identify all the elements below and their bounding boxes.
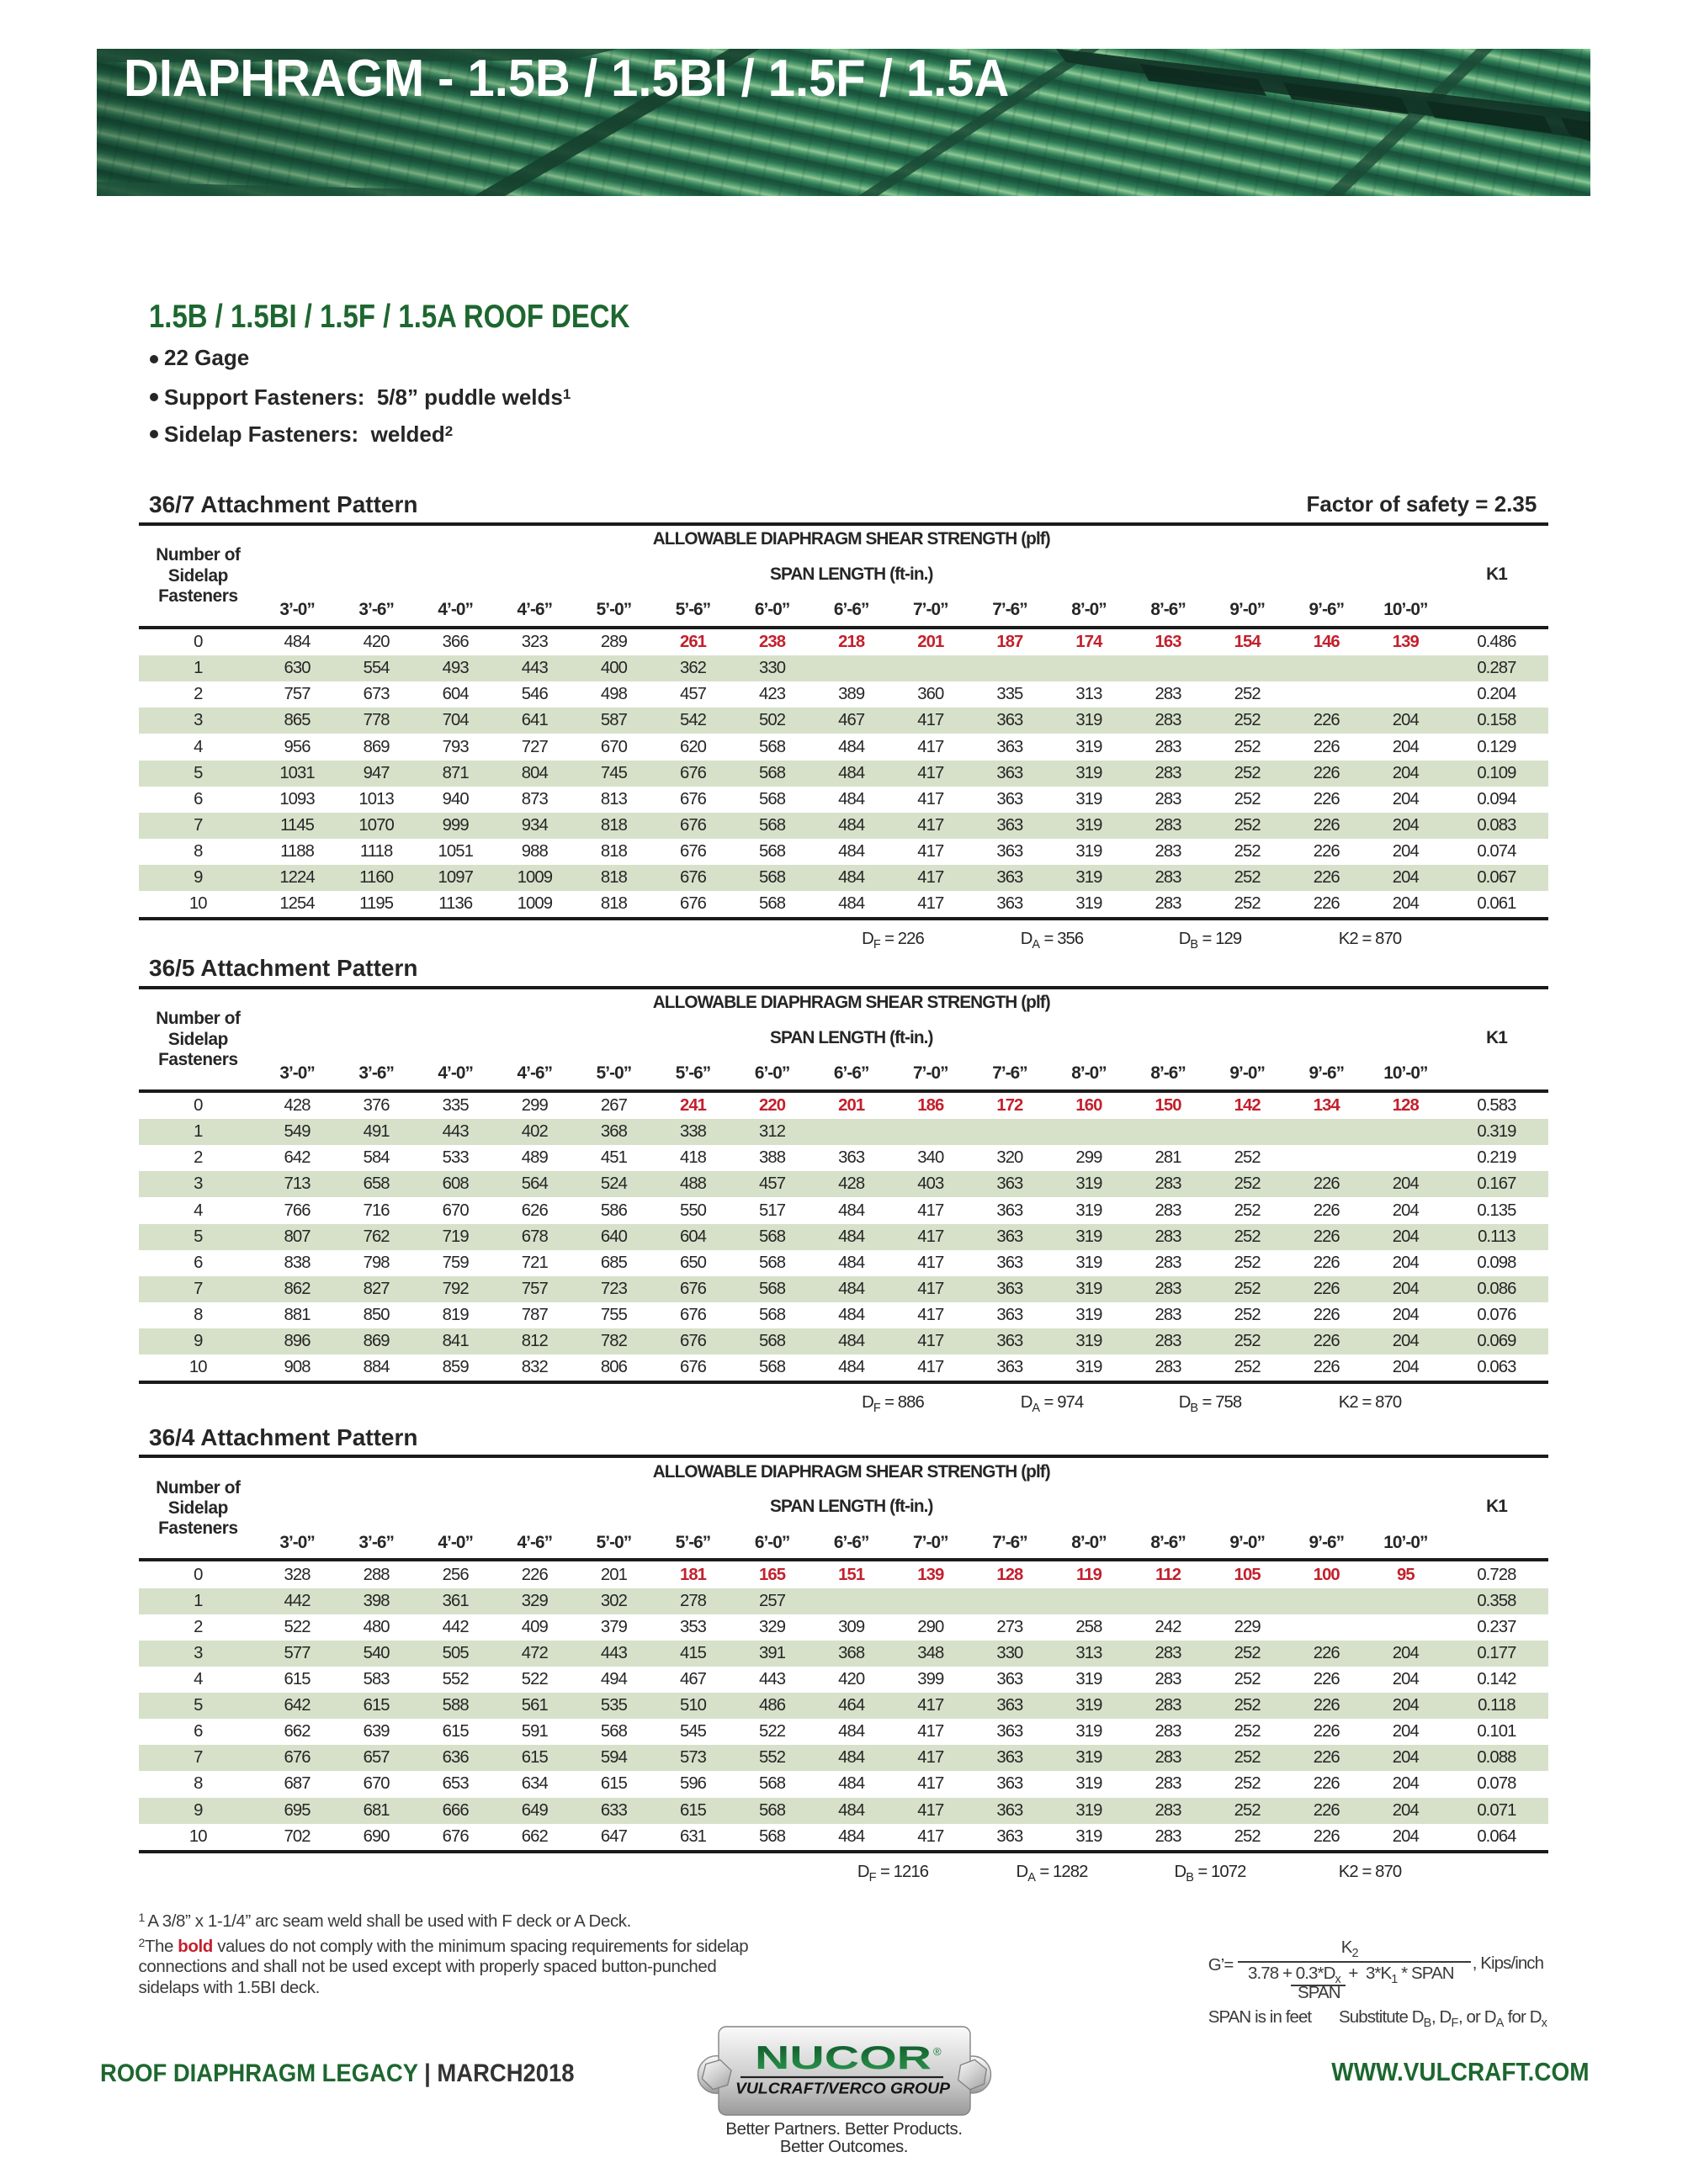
svg-text:VULCRAFT/VERCO GROUP: VULCRAFT/VERCO GROUP (735, 2079, 951, 2097)
svg-text:®: ® (933, 2045, 942, 2058)
svg-text:NUCOR: NUCOR (755, 2040, 932, 2076)
